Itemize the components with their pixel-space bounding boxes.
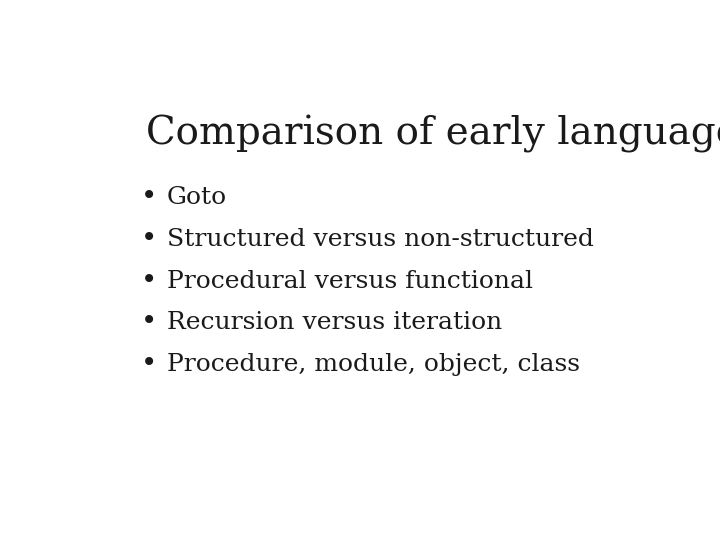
Text: •: • <box>140 226 157 253</box>
Text: Structured versus non-structured: Structured versus non-structured <box>167 228 594 251</box>
Text: •: • <box>140 309 157 336</box>
Text: Procedure, module, object, class: Procedure, module, object, class <box>167 353 580 376</box>
Text: •: • <box>140 184 157 211</box>
Text: Recursion versus iteration: Recursion versus iteration <box>167 311 503 334</box>
Text: Comparison of early languages: Comparison of early languages <box>145 114 720 153</box>
Text: •: • <box>140 267 157 294</box>
Text: Procedural versus functional: Procedural versus functional <box>167 269 533 293</box>
Text: •: • <box>140 350 157 377</box>
Text: Goto: Goto <box>167 186 227 210</box>
